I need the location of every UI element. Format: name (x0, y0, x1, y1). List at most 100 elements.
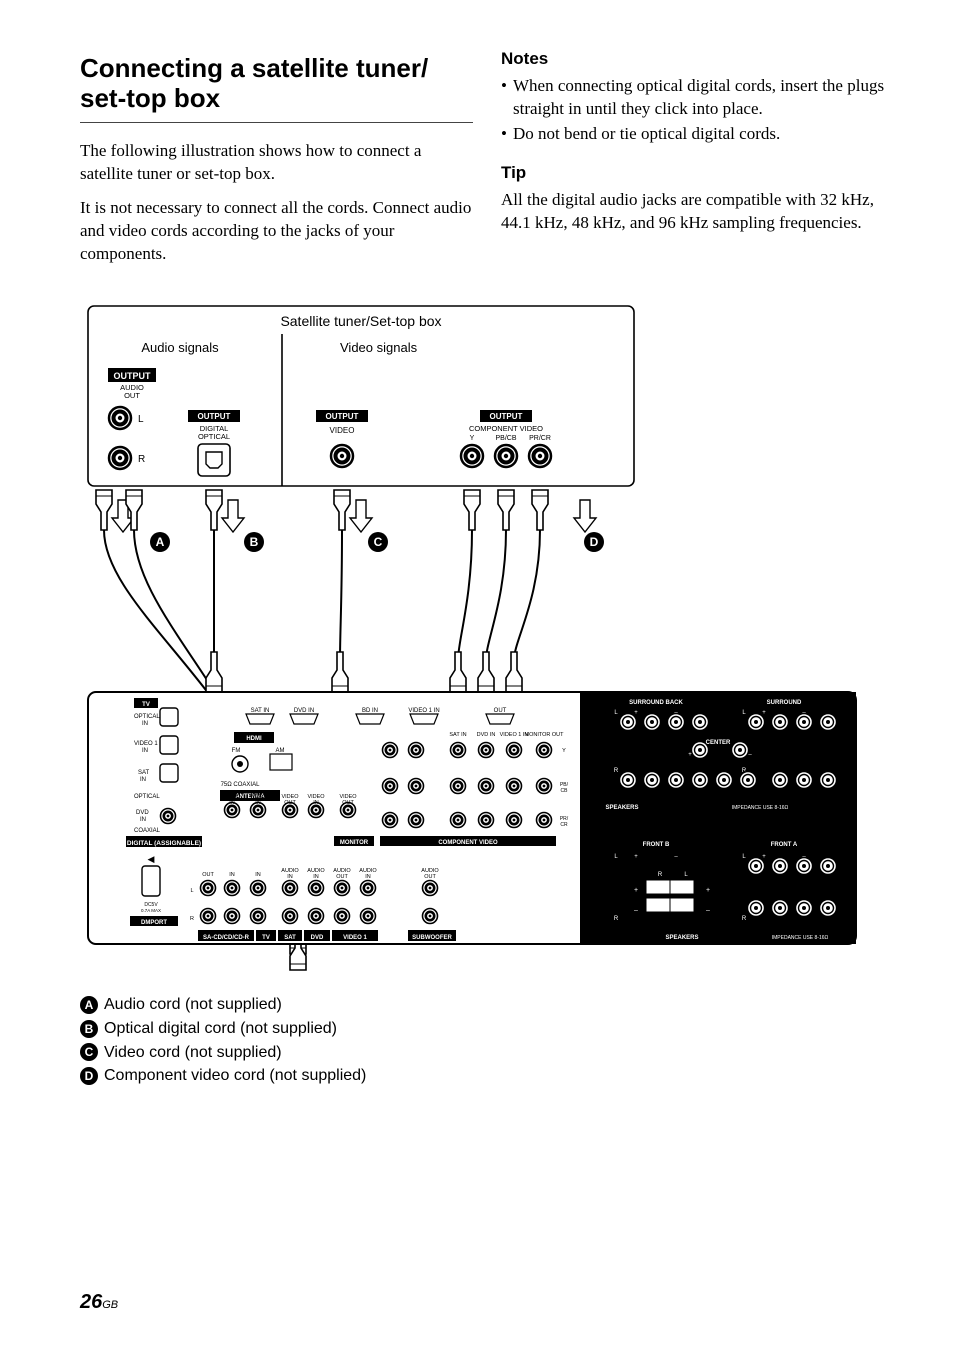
legend-item-c: C Video cord (not supplied) (80, 1042, 894, 1064)
svg-text:COMPONENT VIDEO: COMPONENT VIDEO (469, 424, 543, 433)
svg-text:OUT: OUT (342, 800, 354, 806)
speakers-section: SURROUND BACK SURROUND CENTER FRONT B FR… (580, 692, 856, 944)
page-footer: 26GB (80, 1289, 118, 1316)
svg-text:+: + (706, 887, 710, 894)
svg-text:IN: IN (229, 800, 235, 806)
svg-text:IMPEDANCE USE 8-16Ω: IMPEDANCE USE 8-16Ω (772, 935, 829, 941)
page-region: GB (102, 1299, 118, 1311)
svg-text:Y: Y (562, 748, 566, 754)
svg-text:R: R (742, 916, 747, 922)
svg-text:SUBWOOFER: SUBWOOFER (412, 935, 452, 941)
svg-text:COMPONENT VIDEO: COMPONENT VIDEO (438, 840, 498, 846)
svg-text:◀: ◀ (148, 854, 155, 864)
svg-text:VIDEO 1: VIDEO 1 (134, 741, 158, 747)
svg-text:FRONT B: FRONT B (643, 842, 670, 848)
svg-text:BD IN: BD IN (362, 708, 378, 714)
svg-text:FRONT A: FRONT A (771, 842, 798, 848)
svg-text:+: + (762, 854, 766, 860)
svg-text:0.7A MAX: 0.7A MAX (141, 908, 161, 913)
svg-text:L: L (190, 888, 193, 894)
svg-text:PR/CR: PR/CR (529, 435, 551, 442)
svg-text:IN: IN (229, 872, 235, 878)
svg-text:OUT: OUT (284, 800, 296, 806)
svg-text:OUTPUT: OUTPUT (198, 412, 231, 421)
svg-text:SAT IN: SAT IN (449, 732, 466, 738)
svg-text:DMPORT: DMPORT (141, 920, 167, 926)
svg-text:R: R (614, 768, 619, 774)
svg-text:PB/CB: PB/CB (495, 435, 516, 442)
page: Connecting a satellite tuner/ set-top bo… (0, 0, 954, 1352)
notes-list: When connecting optical digital cords, i… (501, 75, 894, 146)
svg-text:DVD IN: DVD IN (294, 708, 314, 714)
svg-text:SA-CD/CD/CD-R: SA-CD/CD/CD-R (203, 935, 250, 941)
title-box: Connecting a satellite tuner/ set-top bo… (80, 48, 473, 123)
two-column-layout: Connecting a satellite tuner/ set-top bo… (80, 48, 894, 282)
svg-text:+: + (762, 710, 766, 716)
page-number: 26 (80, 1291, 102, 1313)
svg-text:TV: TV (142, 702, 150, 708)
svg-text:75Ω COAXIAL: 75Ω COAXIAL (221, 782, 260, 788)
svg-text:OUT: OUT (124, 391, 140, 400)
svg-text:SURROUND: SURROUND (767, 700, 802, 706)
left-column: Connecting a satellite tuner/ set-top bo… (80, 48, 473, 282)
top-plugs (96, 490, 596, 532)
output-label: OUTPUT (114, 371, 152, 381)
svg-text:SAT IN: SAT IN (251, 708, 270, 714)
svg-text:OPTICAL: OPTICAL (134, 714, 160, 720)
svg-text:CR: CR (560, 822, 568, 828)
svg-text:R: R (614, 916, 619, 922)
svg-text:–: – (706, 907, 710, 914)
svg-text:OPTICAL: OPTICAL (198, 432, 230, 441)
svg-text:IN: IN (140, 777, 146, 783)
notes-heading: Notes (501, 48, 894, 71)
svg-text:VIDEO 1: VIDEO 1 (343, 935, 367, 941)
svg-text:IN: IN (313, 874, 319, 880)
video-signals-label: Video signals (340, 340, 418, 355)
svg-text:IN: IN (255, 800, 261, 806)
legend-item-b: B Optical digital cord (not supplied) (80, 1018, 894, 1040)
svg-text:IN: IN (142, 721, 148, 727)
svg-text:MONITOR: MONITOR (340, 840, 369, 846)
note-item: When connecting optical digital cords, i… (501, 75, 894, 121)
svg-text:OUT: OUT (424, 874, 436, 880)
intro-paragraph-1: The following illustration shows how to … (80, 140, 473, 186)
svg-text:IN: IN (287, 874, 293, 880)
svg-text:+: + (634, 854, 638, 860)
legend-text: Component video cord (not supplied) (104, 1065, 366, 1087)
svg-text:TV: TV (262, 935, 270, 941)
l-label: L (138, 414, 144, 425)
r-label: R (138, 454, 145, 465)
svg-text:SAT: SAT (138, 770, 150, 776)
svg-text:SPEAKERS: SPEAKERS (665, 935, 698, 941)
marker-d-icon: D (80, 1067, 98, 1085)
svg-text:FM: FM (232, 748, 241, 754)
svg-text:Y: Y (470, 435, 475, 442)
svg-text:SURROUND BACK: SURROUND BACK (629, 700, 683, 706)
legend-item-d: D Component video cord (not supplied) (80, 1065, 894, 1087)
svg-text:OUTPUT: OUTPUT (326, 412, 359, 421)
svg-text:–: – (634, 907, 638, 914)
svg-text:R: R (190, 916, 194, 922)
legend-text: Optical digital cord (not supplied) (104, 1018, 337, 1040)
svg-text:MONITOR OUT: MONITOR OUT (524, 732, 564, 738)
svg-text:OPTICAL: OPTICAL (134, 794, 160, 800)
svg-text:IN: IN (365, 874, 371, 880)
svg-text:A: A (156, 535, 165, 549)
connection-diagram: Satellite tuner/Set-top box Audio signal… (80, 300, 894, 980)
svg-text:HDMI: HDMI (246, 736, 262, 742)
title-line-1: Connecting a satellite tuner/ (80, 53, 428, 83)
svg-text:SAT: SAT (284, 935, 296, 941)
svg-text:IN: IN (313, 800, 319, 806)
receiver-back-panel: TV OPTICAL IN VIDEO 1 IN SAT IN OPTICAL … (88, 692, 856, 944)
svg-text:CB: CB (561, 788, 569, 794)
svg-text:OUT: OUT (336, 874, 348, 880)
intro-paragraph-2: It is not necessary to connect all the c… (80, 197, 473, 266)
svg-text:CENTER: CENTER (706, 740, 731, 746)
right-column: Notes When connecting optical digital co… (501, 48, 894, 282)
marker-c-icon: C (80, 1043, 98, 1061)
svg-text:R: R (658, 872, 663, 878)
box-title: Satellite tuner/Set-top box (280, 313, 441, 329)
tip-text: All the digital audio jacks are compatib… (501, 189, 894, 235)
svg-text:D: D (590, 535, 599, 549)
diagram-svg: Satellite tuner/Set-top box Audio signal… (80, 300, 862, 980)
